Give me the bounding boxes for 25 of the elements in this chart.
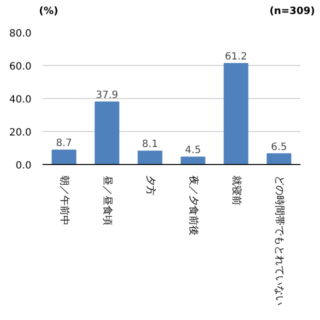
- bar: [52, 150, 76, 164]
- data-label: 8.7: [56, 138, 72, 150]
- y-tick-label: 60.0: [9, 62, 32, 72]
- data-label: 37.9: [96, 90, 118, 101]
- y-tick-label: 20.0: [9, 128, 32, 138]
- bar: [180, 156, 206, 164]
- bar: [224, 63, 248, 164]
- y-axis-title: (%): [39, 5, 58, 19]
- bar: [94, 101, 120, 164]
- x-tick-label: 昼／昼食頃: [102, 176, 114, 226]
- data-label: 61.2: [224, 52, 248, 63]
- data-label: 8.1: [142, 139, 158, 150]
- x-tick-label: 朝／午前中: [58, 176, 70, 226]
- x-tick-label: 夜／夕食前後: [188, 176, 200, 236]
- data-label: 4.5: [185, 145, 201, 156]
- y-tick-label: 80.0: [9, 28, 32, 40]
- x-tick-label: 夕方: [144, 176, 156, 196]
- text: (n=309): [269, 5, 315, 19]
- x-tick-label: 就寝前: [230, 176, 242, 206]
- y-tick-label: 40.0: [9, 94, 32, 106]
- data-label: 6.5: [271, 142, 287, 153]
- y-tick-label: 0.0: [16, 160, 32, 172]
- x-tick-label: どの時間帯でもとれていない: [274, 176, 286, 306]
- bar: [138, 150, 162, 164]
- bar: [266, 153, 292, 164]
